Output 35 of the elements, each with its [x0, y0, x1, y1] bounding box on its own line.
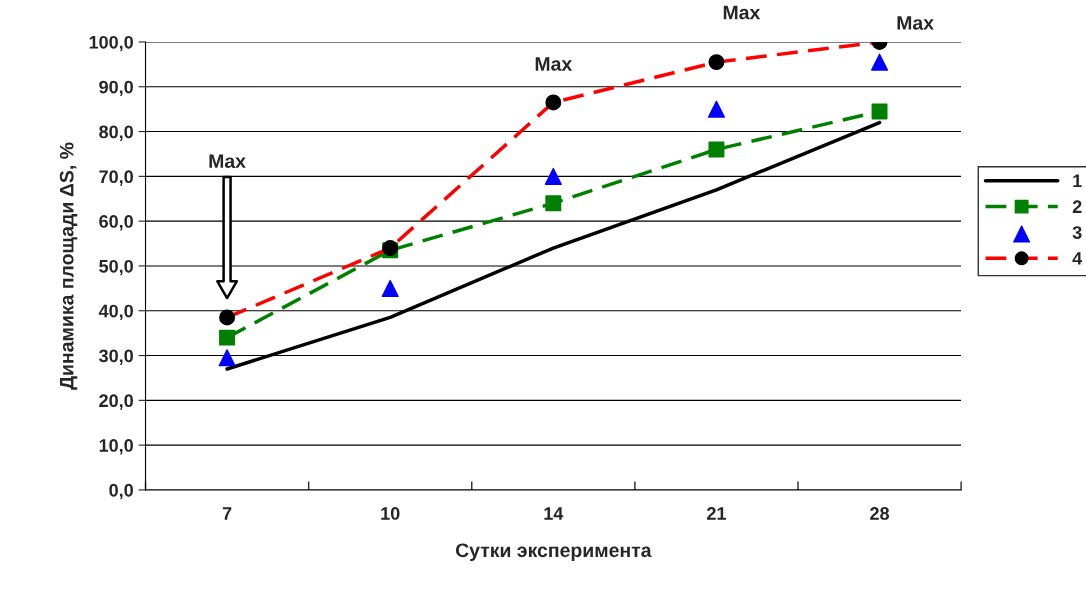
- y-tick-label: 30,0: [99, 349, 133, 365]
- legend-label: 3: [1072, 226, 1082, 239]
- x-tick-label: 28: [870, 507, 890, 520]
- x-tick-label: 21: [707, 507, 726, 520]
- legend-label: 4: [1072, 252, 1083, 265]
- y-tick-label: 90,0: [99, 80, 133, 97]
- legend-label: 2: [1072, 200, 1082, 213]
- x-axis-title: Сутки эксперимента: [455, 543, 652, 562]
- point: [219, 329, 236, 346]
- y-tick-label: 70,0: [99, 170, 133, 186]
- y-tick-label: 20,0: [99, 394, 133, 410]
- annotation: Max: [535, 57, 573, 71]
- point: [545, 195, 562, 212]
- point: [870, 53, 889, 71]
- y-tick-label: 100,0: [89, 35, 133, 52]
- annotation: Max: [897, 16, 934, 30]
- y-tick-label: 0,0: [109, 483, 133, 500]
- point: [708, 141, 725, 158]
- point: [218, 349, 236, 367]
- point: [544, 167, 562, 185]
- point: [707, 100, 725, 118]
- x-tick-label: 10: [381, 507, 400, 520]
- annotation: Max: [723, 5, 761, 20]
- y-tick-label: 60,0: [99, 215, 133, 231]
- annotation: Max: [209, 154, 246, 169]
- x-tick-label: 14: [544, 507, 564, 520]
- legend-label: 1: [1073, 174, 1082, 188]
- point: [381, 279, 399, 297]
- y-tick-label: 50,0: [99, 259, 133, 276]
- y-axis-title: Динамика площади ΔS, %: [59, 142, 78, 390]
- y-tick-label: 10,0: [99, 439, 133, 455]
- y-tick-label: 80,0: [99, 125, 133, 141]
- point: [871, 103, 888, 120]
- x-tick-label: 7: [222, 507, 232, 520]
- y-tick-label: 40,0: [98, 304, 133, 321]
